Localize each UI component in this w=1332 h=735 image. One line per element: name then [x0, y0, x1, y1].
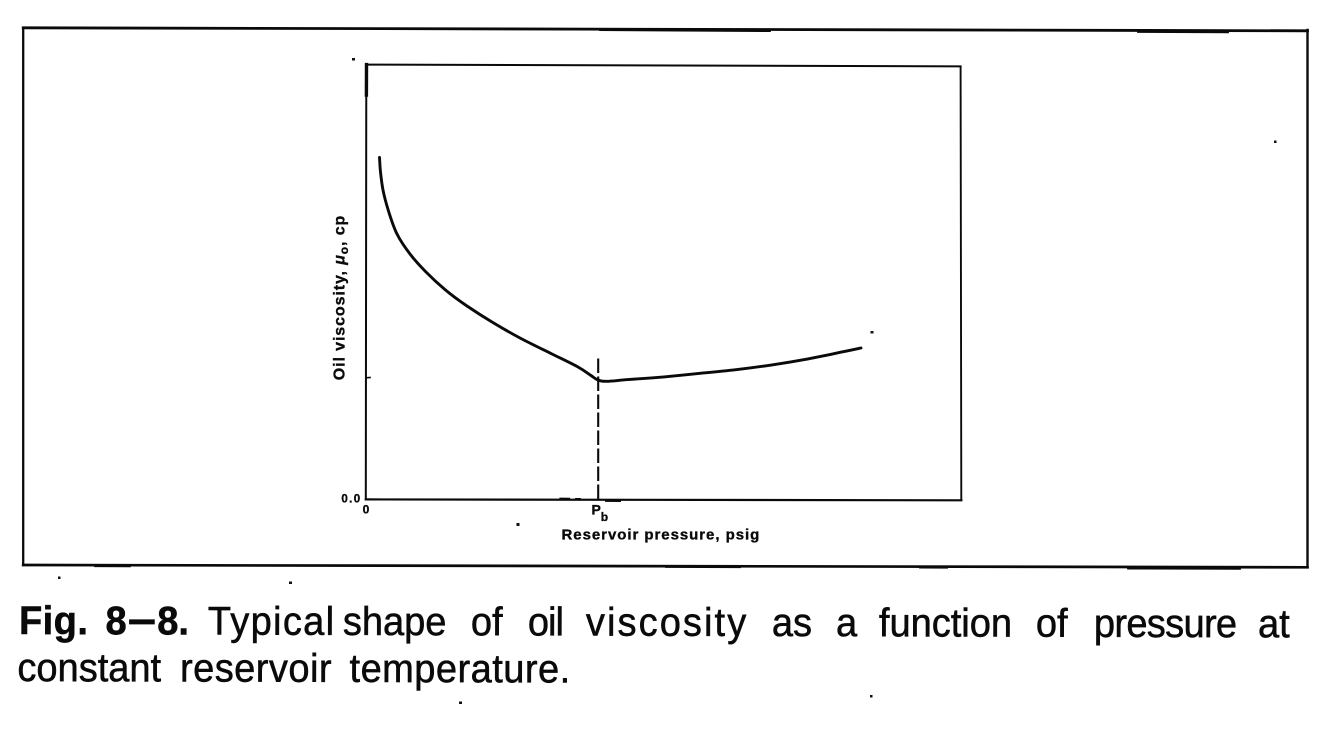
svg-text:0: 0: [363, 503, 370, 517]
svg-text:Oil viscosity, μo, cp: Oil viscosity, μo, cp: [332, 215, 352, 380]
svg-text:P: P: [592, 502, 601, 518]
svg-text:Reservoir pressure, psig: Reservoir pressure, psig: [562, 527, 761, 544]
svg-text:b: b: [601, 510, 608, 524]
svg-text:0.0: 0.0: [341, 494, 361, 506]
